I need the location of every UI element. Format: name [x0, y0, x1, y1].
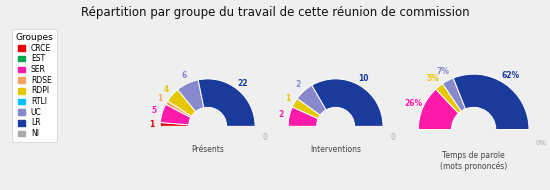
Wedge shape	[288, 107, 318, 126]
Text: 22: 22	[238, 79, 248, 88]
Wedge shape	[160, 123, 189, 126]
Text: 6: 6	[181, 71, 186, 80]
Text: 0: 0	[263, 133, 268, 142]
Wedge shape	[198, 79, 255, 126]
Text: 62%: 62%	[501, 71, 519, 80]
Text: 2: 2	[296, 80, 301, 89]
Text: 1: 1	[157, 94, 162, 103]
Text: 0%: 0%	[535, 140, 547, 146]
Wedge shape	[312, 79, 383, 126]
Wedge shape	[419, 89, 459, 130]
Text: Interventions: Interventions	[310, 145, 361, 154]
Wedge shape	[166, 101, 191, 117]
Wedge shape	[292, 98, 320, 119]
Text: 10: 10	[358, 74, 368, 82]
Text: 1: 1	[149, 120, 155, 129]
Wedge shape	[178, 80, 204, 112]
Wedge shape	[453, 74, 529, 130]
Text: 0: 0	[391, 133, 395, 142]
Text: Temps de parole
(mots prononcés): Temps de parole (mots prononcés)	[440, 151, 507, 171]
Wedge shape	[436, 84, 461, 113]
Text: 5%: 5%	[427, 74, 439, 83]
Wedge shape	[168, 89, 196, 116]
Text: 7%: 7%	[437, 67, 450, 76]
Text: Répartition par groupe du travail de cette réunion de commission: Répartition par groupe du travail de cet…	[81, 6, 469, 19]
Wedge shape	[443, 78, 465, 111]
Text: 26%: 26%	[405, 99, 423, 108]
Text: Présents: Présents	[191, 145, 224, 154]
Wedge shape	[297, 85, 326, 115]
Text: 4: 4	[163, 85, 168, 94]
Wedge shape	[161, 104, 191, 125]
Text: 2: 2	[278, 110, 284, 119]
Text: 1: 1	[285, 94, 290, 103]
Legend: CRCE, EST, SER, RDSE, RDPI, RTLI, UC, LR, NI: CRCE, EST, SER, RDSE, RDPI, RTLI, UC, LR…	[12, 29, 57, 142]
Text: 5: 5	[151, 106, 157, 115]
